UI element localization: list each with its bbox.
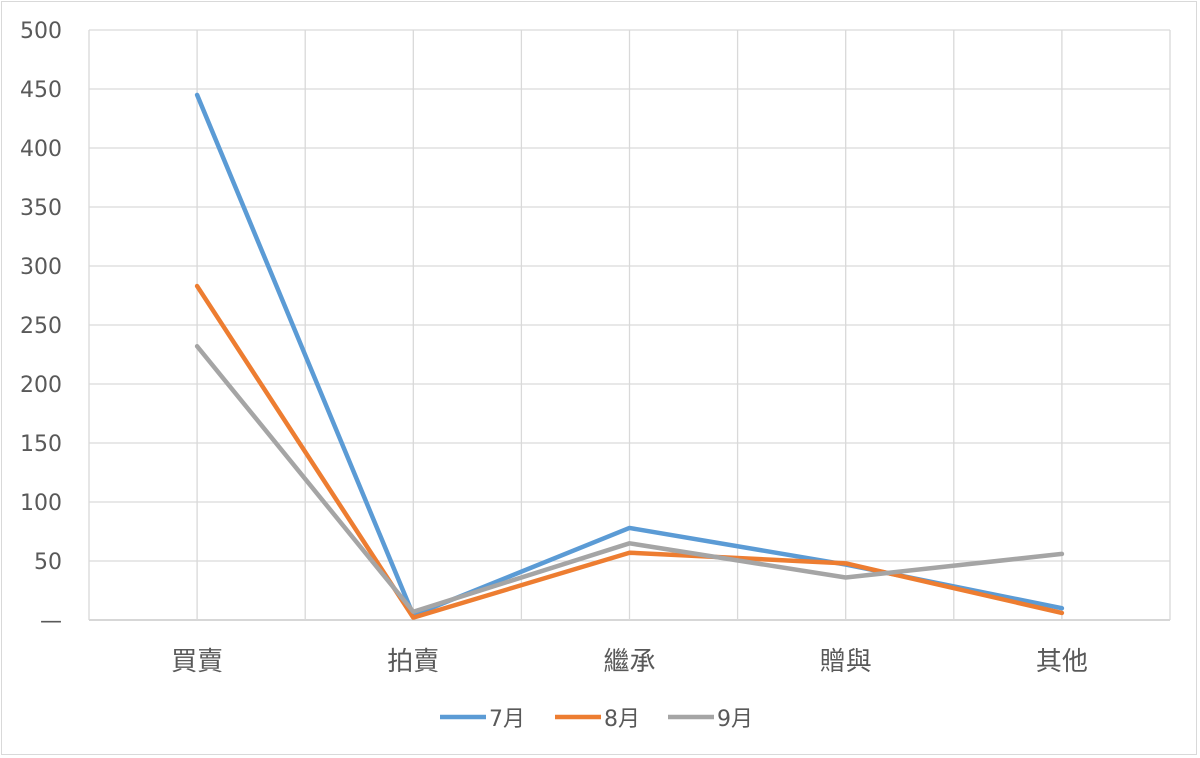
- gridlines: [88, 29, 1171, 621]
- x-category-label: 贈與: [820, 647, 872, 677]
- x-category-label: 其他: [1036, 647, 1088, 677]
- x-category-label: 繼承: [603, 647, 655, 677]
- series-line: [194, 283, 1065, 620]
- y-axis-ticks: 500 450 400 350 300 250 200 150 100 50 —: [20, 19, 62, 634]
- y-tick-label: 150: [20, 432, 62, 457]
- y-tick-label: 500: [20, 19, 62, 44]
- y-tick-label: 300: [20, 255, 62, 280]
- legend-label: 7月: [489, 707, 525, 732]
- legend-label: 8月: [604, 707, 640, 732]
- y-tick-label: 350: [20, 196, 62, 221]
- y-tick-label: 450: [20, 78, 62, 103]
- series-line: [194, 343, 1065, 614]
- x-category-label: 拍賣: [387, 647, 439, 677]
- y-tick-label: 400: [20, 137, 62, 162]
- y-tick-label: 50: [34, 550, 62, 575]
- y-tick-label: —: [40, 609, 62, 634]
- y-tick-label: 100: [20, 491, 62, 516]
- legend-label: 9月: [717, 707, 753, 732]
- y-tick-label: 200: [20, 373, 62, 398]
- x-axis-categories: 買賣 拍賣 繼承 贈與 其他: [171, 647, 1088, 677]
- x-category-label: 買賣: [171, 647, 223, 677]
- series-lines: [194, 92, 1065, 620]
- y-tick-label: 250: [20, 314, 62, 339]
- legend: 7月 8月 9月: [440, 707, 753, 732]
